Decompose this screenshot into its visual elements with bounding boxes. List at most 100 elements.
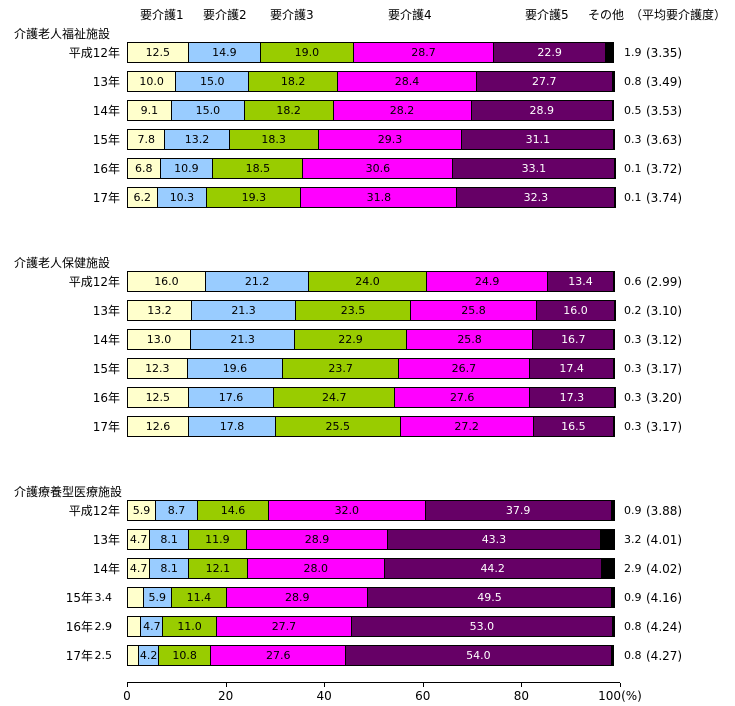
avg-care-level-value: (3.88) <box>646 503 683 518</box>
year-label: 17年 <box>92 420 120 434</box>
row-label-column: 16年 2.9 <box>0 618 127 635</box>
bar-segment-3: 18.3 <box>228 129 319 150</box>
value-label: 16.0 <box>154 275 179 288</box>
legend-label-yokaigo1: 要介護1 <box>140 8 184 22</box>
x-axis-tick-label: 100(%) <box>598 689 642 703</box>
bar-segment-3: 23.7 <box>282 358 400 379</box>
bar-segment-1: 13.2 <box>127 300 193 321</box>
x-axis-tick <box>521 683 523 687</box>
year-label: 17年 <box>65 649 93 663</box>
year-label: 平成12年 <box>68 46 120 60</box>
bar-area: 5.9 8.7 14.6 32.0 37.9 <box>127 500 620 521</box>
stacked-bar: 4.7 8.1 12.1 28.0 44.2 <box>127 558 620 579</box>
legend-label-yokaigo4: 要介護4 <box>388 8 432 22</box>
bar-segment-5: 49.5 <box>367 587 612 608</box>
value-label: 17.4 <box>559 362 584 375</box>
bar-row: 13年 10.0 15.0 18.2 28.4 27.7 0.8 (3.49) <box>0 67 735 96</box>
value-label: 21.3 <box>231 304 256 317</box>
value-label: 31.1 <box>525 133 551 146</box>
bar-segment-6 <box>605 42 615 63</box>
bar-area: 4.2 10.8 27.6 54.0 <box>127 645 620 666</box>
avg-care-level-value: (3.53) <box>646 103 683 118</box>
value-label: 43.3 <box>481 533 507 546</box>
value-label: 15.0 <box>200 75 225 88</box>
bar-segment-2: 4.7 <box>140 616 164 637</box>
bar-segment-5: 28.9 <box>470 100 613 121</box>
bar-area: 6.2 10.3 19.3 31.8 32.3 <box>127 187 620 208</box>
stacked-bar: 9.1 15.0 18.2 28.2 28.9 <box>127 100 620 121</box>
bar-segment-1: 6.2 <box>127 187 158 208</box>
bar-segment-5: 31.1 <box>461 129 615 150</box>
value-label-outside-left: 2.5 <box>94 649 113 662</box>
value-label: 54.0 <box>466 649 491 662</box>
bar-segment-2: 8.1 <box>149 529 190 550</box>
stacked-bar: 13.2 21.3 23.5 25.8 16.0 <box>127 300 620 321</box>
value-label: 12.5 <box>145 46 171 59</box>
value-label: 6.8 <box>135 162 153 175</box>
other-value-label: 2.9 <box>624 562 642 575</box>
year-label: 15年 <box>65 591 93 605</box>
bar-row: 15年 3.4 5.9 11.4 28.9 49.5 0.9 (4.16) <box>0 583 735 612</box>
bar-segment-3: 22.9 <box>294 329 407 350</box>
bar-area: 9.1 15.0 18.2 28.2 28.9 <box>127 100 620 121</box>
bar-segment-4: 31.8 <box>300 187 458 208</box>
value-label: 25.8 <box>461 304 486 317</box>
avg-care-level-value: (2.99) <box>646 274 683 289</box>
x-axis-tick-label: 80 <box>513 689 530 703</box>
bar-segment-3: 10.8 <box>158 645 212 666</box>
bar-segment-4: 28.4 <box>336 71 477 92</box>
legend-label-yokaigo3: 要介護3 <box>270 8 314 22</box>
avg-care-level-value: (3.10) <box>646 303 683 318</box>
bar-segment-3: 24.7 <box>273 387 396 408</box>
value-label: 27.7 <box>271 620 297 633</box>
other-value-label: 0.5 <box>624 104 642 117</box>
value-label: 14.6 <box>220 504 246 517</box>
bar-segment-2: 8.1 <box>149 558 190 579</box>
stacked-bar: 16.0 21.2 24.0 24.9 13.4 <box>127 271 620 292</box>
year-label: 16年 <box>92 391 120 405</box>
facility-group-title: 介護療養型医療施設 <box>14 485 123 499</box>
other-value-label: 0.8 <box>624 620 642 633</box>
bar-segment-2: 15.0 <box>170 100 245 121</box>
bar-segment-1: 12.5 <box>127 42 189 63</box>
bar-segment-4: 28.2 <box>332 100 472 121</box>
bar-segment-4: 27.6 <box>210 645 347 666</box>
bar-row: 17年 6.2 10.3 19.3 31.8 32.3 0.1 (3.74) <box>0 183 735 212</box>
bar-segment-2: 17.8 <box>188 416 276 437</box>
bar-segment-3: 19.3 <box>206 187 302 208</box>
other-value-label: 0.1 <box>624 162 642 175</box>
bar-segment-2: 10.9 <box>159 158 214 179</box>
bar-row: 15年 12.3 19.6 23.7 26.7 17.4 0.3 (3.17) <box>0 354 735 383</box>
avg-care-level-header: （平均要介護度） <box>630 8 727 22</box>
x-axis: 0 20 40 60 80 100(%) <box>0 682 735 706</box>
bar-segment-1 <box>127 616 142 637</box>
avg-care-level-value: (3.63) <box>646 132 683 147</box>
bar-segment-3: 23.5 <box>295 300 411 321</box>
value-label: 21.3 <box>230 333 255 346</box>
year-label: 16年 <box>92 162 120 176</box>
row-label-column: 14年 <box>0 331 127 348</box>
value-label: 12.6 <box>145 420 171 433</box>
bar-segment-4: 32.0 <box>267 500 426 521</box>
bar-segment-3: 11.4 <box>170 587 228 608</box>
bar-segment-1: 4.7 <box>127 529 151 550</box>
bar-segment-5: 16.0 <box>536 300 615 321</box>
bar-segment-5: 17.4 <box>528 358 615 379</box>
stacked-bar: 12.5 17.6 24.7 27.6 17.3 <box>127 387 620 408</box>
value-label: 5.9 <box>132 504 151 517</box>
value-label: 4.7 <box>129 533 148 546</box>
bar-area: 13.0 21.3 22.9 25.8 16.7 <box>127 329 620 350</box>
bar-segment-6 <box>612 100 615 121</box>
value-label: 33.1 <box>521 162 547 175</box>
other-value-label: 0.3 <box>624 420 642 433</box>
bar-segment-6 <box>613 300 616 321</box>
value-label: 18.3 <box>261 133 286 146</box>
bar-segment-3: 18.2 <box>248 71 338 92</box>
stacked-bar: 6.2 10.3 19.3 31.8 32.3 <box>127 187 620 208</box>
value-label: 14.9 <box>212 46 237 59</box>
bar-segment-4: 25.8 <box>409 300 538 321</box>
bar-segment-3: 24.0 <box>308 271 427 292</box>
bar-row: 16年 12.5 17.6 24.7 27.6 17.3 0.3 (3.20) <box>0 383 735 412</box>
row-label-column: 16年 <box>0 160 127 177</box>
